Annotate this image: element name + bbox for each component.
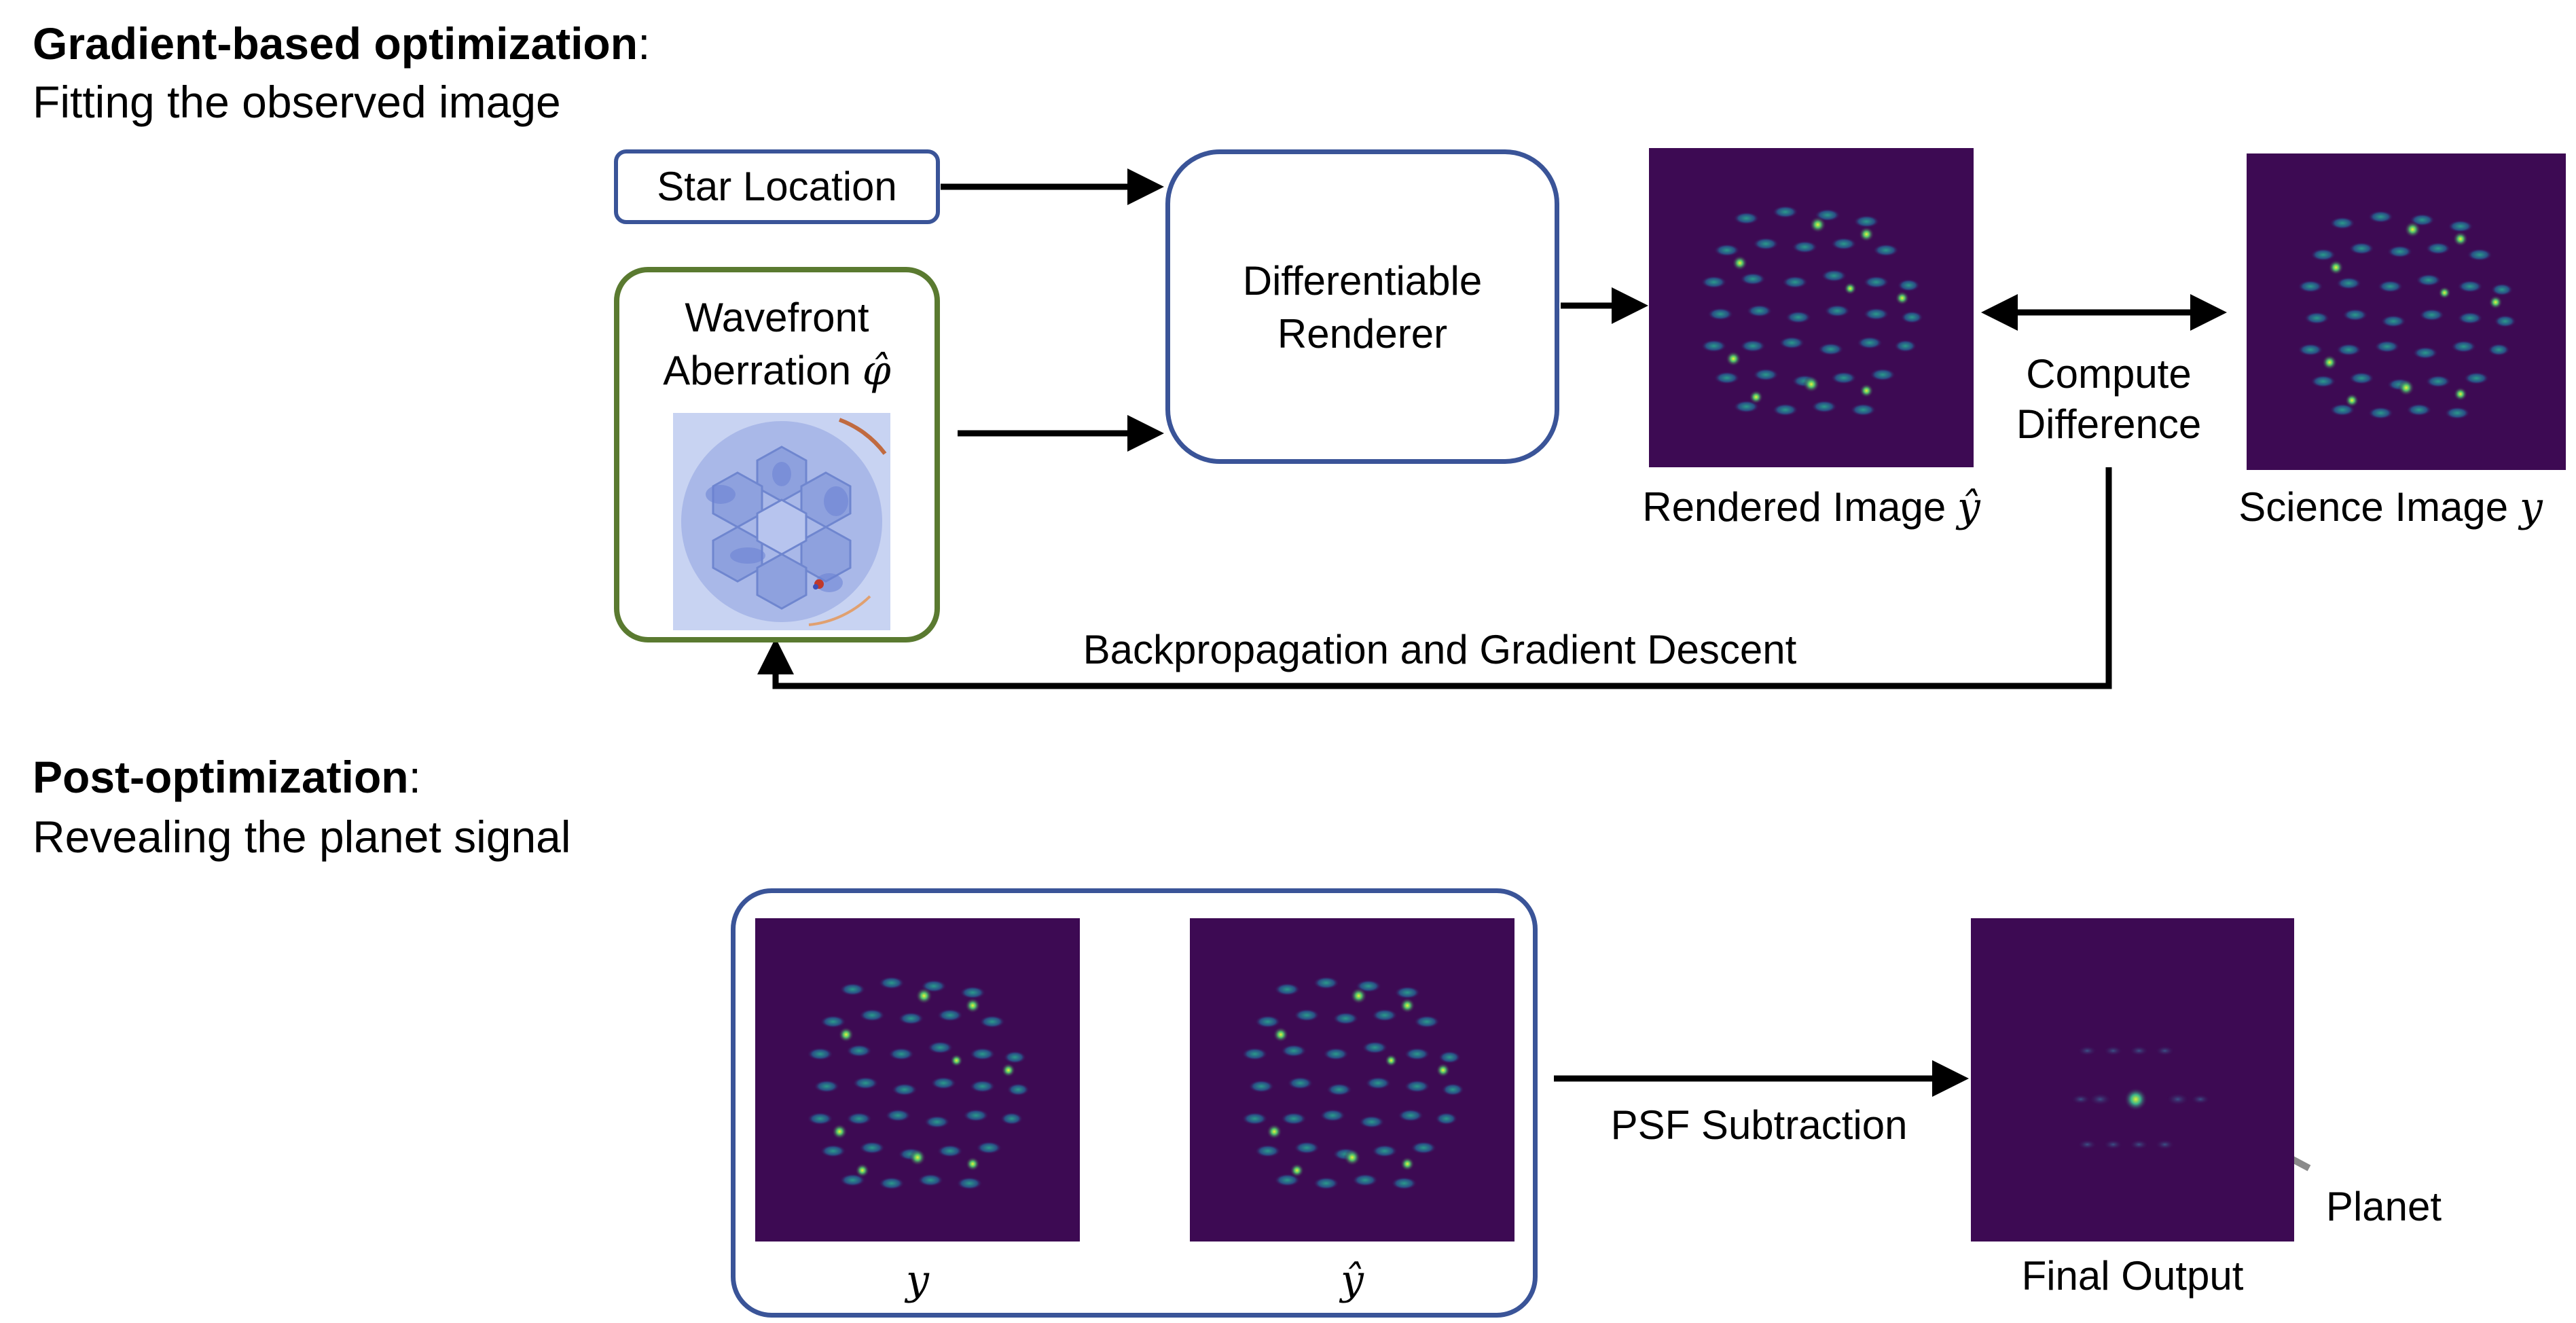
renderer-label-line2: Renderer bbox=[1277, 311, 1448, 357]
section2-title-suffix: : bbox=[408, 752, 421, 802]
differentiable-renderer-box: Differentiable Renderer bbox=[1165, 149, 1559, 464]
rendered-image-caption-text: Rendered Image bbox=[1642, 484, 1946, 530]
renderer-label-line1: Differentiable bbox=[1242, 258, 1483, 304]
final-output-image bbox=[1971, 918, 2294, 1242]
section1-subtitle: Fitting the observed image bbox=[33, 77, 561, 127]
wavefront-label-line2: Aberration φ̂ bbox=[619, 346, 935, 396]
wavefront-label-text: Aberration bbox=[663, 348, 852, 393]
rendered-image bbox=[1649, 148, 1974, 467]
yhat-image-caption: ŷ bbox=[1341, 1256, 1364, 1304]
science-image-symbol: y bbox=[2519, 484, 2543, 531]
science-image-caption: Science Image y bbox=[2207, 482, 2574, 532]
science-psf-pattern bbox=[2247, 153, 2566, 470]
compute-difference-line2: Difference bbox=[2016, 401, 2202, 447]
planet-label: Planet bbox=[2325, 1184, 2442, 1229]
psf-subtraction-label: PSF Subtraction bbox=[1610, 1102, 1908, 1148]
science-image-caption-text: Science Image bbox=[2238, 484, 2509, 530]
wavefront-phase-map bbox=[673, 413, 890, 630]
section1-title-suffix: : bbox=[638, 18, 651, 69]
final-output-pattern bbox=[1971, 918, 2294, 1242]
final-output-caption: Final Output bbox=[2021, 1253, 2244, 1299]
yhat-image bbox=[1190, 918, 1514, 1242]
rendered-psf-pattern bbox=[1649, 148, 1974, 467]
y-image bbox=[755, 918, 1080, 1242]
backpropagation-label: Backpropagation and Gradient Descent bbox=[1083, 627, 1797, 672]
section1-title-bold: Gradient-based optimization bbox=[33, 18, 638, 69]
star-location-label: Star Location bbox=[657, 164, 897, 209]
yhat-psf-pattern bbox=[1190, 918, 1514, 1242]
y-image-caption: y bbox=[906, 1256, 929, 1304]
science-image bbox=[2247, 153, 2566, 470]
wavefront-label-line1: Wavefront bbox=[685, 295, 869, 340]
section2-title-bold: Post-optimization bbox=[33, 752, 409, 802]
planet-signal-dot bbox=[2124, 1087, 2147, 1111]
y-psf-pattern bbox=[755, 918, 1080, 1242]
section2-title: Post-optimization: bbox=[33, 750, 421, 804]
rendered-image-caption: Rendered Image ŷ bbox=[1589, 482, 2033, 532]
wavefront-phase-map-graphic bbox=[673, 413, 890, 630]
compute-difference-line1: Compute bbox=[2026, 351, 2192, 397]
phi-hat-symbol: φ̂ bbox=[862, 347, 891, 395]
section1-title: Gradient-based optimization: bbox=[33, 16, 650, 71]
wavefront-aberration-box: Wavefront Aberration φ̂ bbox=[614, 267, 940, 642]
star-location-box: Star Location bbox=[614, 149, 940, 224]
rendered-image-symbol: ŷ bbox=[1957, 484, 1980, 531]
section2-subtitle: Revealing the planet signal bbox=[33, 812, 571, 862]
